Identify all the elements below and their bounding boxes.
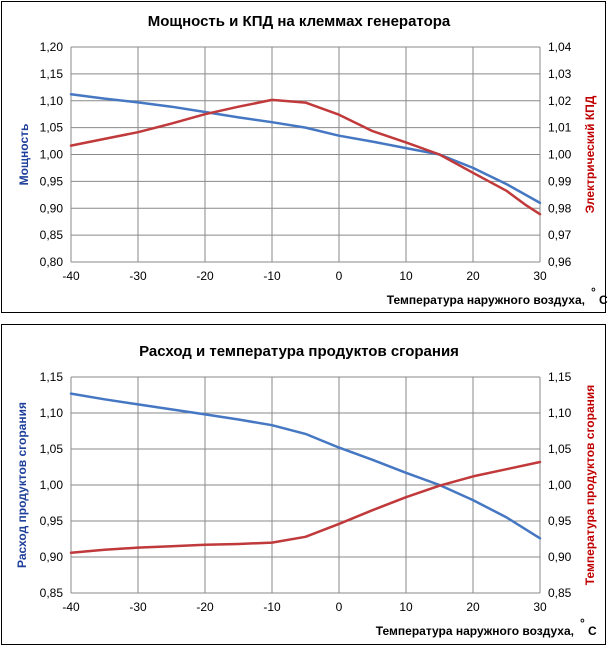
chart-title: Мощность и КПД на клеммах генератора (148, 13, 451, 30)
series-line-blue (69, 392, 542, 540)
x-tick-label: 0 (336, 269, 343, 283)
y-right-tick-label: 1,15 (548, 370, 572, 384)
series-line-red (69, 98, 542, 216)
y-right-tick-label: 0,97 (548, 228, 572, 242)
y-right-tick-label: 1,05 (548, 442, 572, 456)
y-left-tick-label: 1,05 (40, 442, 64, 456)
series-line-red (69, 460, 542, 554)
y-left-tick-label: 1,10 (40, 94, 64, 108)
y-right-tick-label: 1,03 (548, 67, 572, 81)
y-left-tick-label: 0,95 (40, 514, 64, 528)
chart-power-efficiency: Мощность и КПД на клеммах генератора 0,80… (17, 13, 608, 307)
x-axis-degree: ° (580, 616, 585, 630)
x-tick-label: -30 (129, 269, 147, 283)
y-left-tick-label: 0,85 (40, 228, 64, 242)
y-left-tick-label: 1,00 (40, 478, 64, 492)
y-left-tick-label: 1,20 (40, 40, 64, 54)
y-left-axis-label: Мощность (17, 124, 31, 186)
x-axis-label: Температура наружного воздуха, (387, 293, 585, 307)
x-tick-label: 0 (336, 600, 343, 614)
x-tick-label: -40 (62, 600, 80, 614)
x-axis-unit: С (588, 624, 597, 638)
x-tick-label: 30 (533, 269, 547, 283)
x-tick-label: 20 (466, 600, 480, 614)
y-left-tick-label: 1,10 (40, 406, 64, 420)
x-tick-label: 10 (399, 269, 413, 283)
x-axis-unit: С (599, 293, 608, 307)
x-tick-label: -20 (196, 600, 214, 614)
y-right-axis-label: Температура продуктов сгорания (583, 385, 597, 586)
x-tick-label: 10 (399, 600, 413, 614)
y-left-tick-label: 1,15 (40, 370, 64, 384)
x-axis-degree: ° (591, 285, 596, 299)
y-right-tick-label: 1,00 (548, 478, 572, 492)
x-tick-label: -20 (196, 269, 214, 283)
chart-panel-exhaust: Расход и температура продуктов сгорания 0… (1, 324, 606, 645)
chart-title: Расход и температура продуктов сгорания (139, 343, 459, 360)
y-right-tick-label: 0,90 (548, 550, 572, 564)
chart-panel-power-efficiency: Мощность и КПД на клеммах генератора 0,80… (1, 1, 608, 313)
y-left-tick-label: 0,80 (40, 255, 64, 269)
x-tick-label: -10 (263, 600, 281, 614)
series-line-blue (69, 93, 542, 205)
y-right-tick-label: 1,10 (548, 406, 572, 420)
y-left-tick-label: 1,15 (40, 67, 64, 81)
y-left-tick-label: 0,90 (40, 550, 64, 564)
y-right-tick-label: 0,96 (548, 255, 572, 269)
x-tick-label: -40 (62, 269, 80, 283)
y-right-axis-label: Электрический КПД (583, 95, 597, 213)
y-left-tick-label: 0,95 (40, 174, 64, 188)
x-tick-label: 20 (466, 269, 480, 283)
y-left-tick-label: 1,00 (40, 148, 64, 162)
y-left-tick-label: 1,05 (40, 121, 64, 135)
y-left-tick-label: 0,85 (40, 586, 64, 600)
y-right-tick-label: 1,04 (548, 40, 572, 54)
x-axis-label: Температура наружного воздуха, (376, 624, 574, 638)
y-right-tick-label: 0,98 (548, 201, 572, 215)
y-right-tick-label: 1,01 (548, 121, 572, 135)
y-left-axis-label: Расход продуктов сгорания (15, 402, 29, 568)
y-right-tick-label: 1,02 (548, 94, 572, 108)
x-tick-label: -30 (129, 600, 147, 614)
y-left-tick-label: 0,90 (40, 201, 64, 215)
y-right-tick-label: 0,95 (548, 514, 572, 528)
y-right-tick-label: 0,85 (548, 586, 572, 600)
y-right-tick-label: 0,99 (548, 174, 572, 188)
y-right-tick-label: 1,00 (548, 148, 572, 162)
chart-exhaust: Расход и температура продуктов сгорания 0… (15, 343, 597, 638)
x-tick-label: 30 (533, 600, 547, 614)
x-tick-label: -10 (263, 269, 281, 283)
